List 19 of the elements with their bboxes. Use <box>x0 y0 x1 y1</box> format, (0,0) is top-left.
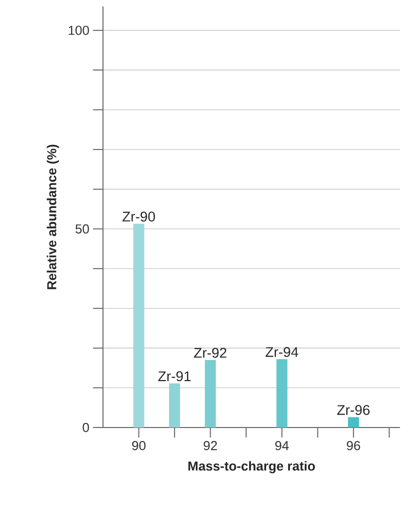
y-tick-label: 0 <box>82 422 89 432</box>
x-tick-label: 94 <box>275 441 289 450</box>
y-tick-label: 50 <box>76 224 89 234</box>
bar <box>204 360 216 428</box>
annotation: Zr-90 <box>122 212 155 222</box>
bar <box>348 417 359 428</box>
x-tick-label: 92 <box>204 441 217 450</box>
y-axis-title: Relative abundance (%) <box>46 144 59 290</box>
bar <box>276 359 288 428</box>
annotation: Zr-94 <box>266 347 298 357</box>
annotation: Zr-92 <box>194 348 226 358</box>
y-tick-label: 100 <box>68 26 89 35</box>
bar <box>133 224 144 428</box>
bar <box>169 383 180 428</box>
x-tick-label: 90 <box>132 441 146 450</box>
x-tick-label: 96 <box>346 441 360 450</box>
annotation: Zr-96 <box>337 405 370 415</box>
x-axis-title: Mass-to-charge ratio <box>188 461 315 474</box>
annotation: Zr-91 <box>158 371 191 382</box>
